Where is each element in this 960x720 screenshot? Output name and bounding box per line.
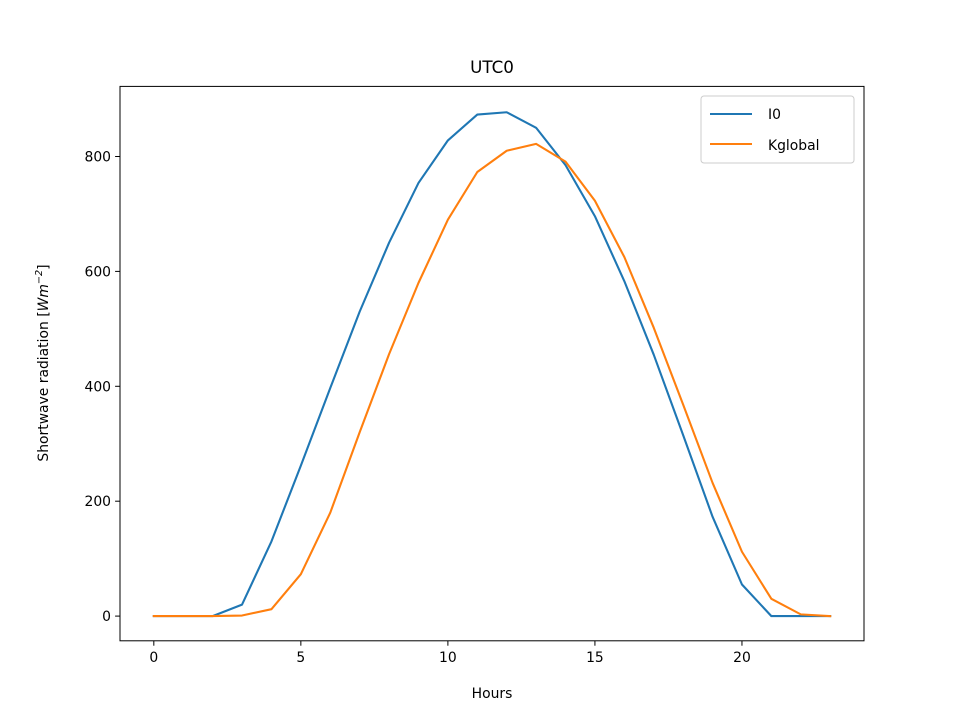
legend-label-kglobal: Kglobal xyxy=(768,138,819,154)
y-axis-label-text: Shortwave radiation [ xyxy=(36,311,52,461)
y-tick-label: 600 xyxy=(84,264,111,280)
series-line-i0 xyxy=(152,111,832,618)
y-tick-label: 200 xyxy=(84,494,111,510)
x-axis-ticks: 0 5 10 15 20 xyxy=(149,640,751,666)
y-tick-label: 800 xyxy=(84,149,111,165)
series-line-kglobal xyxy=(152,142,832,618)
x-tick-label: 15 xyxy=(586,650,604,666)
y-tick-label: 0 xyxy=(102,609,111,625)
y-axis-label-exponent: −2 xyxy=(34,270,45,284)
y-axis-label-math: Wm xyxy=(36,284,52,311)
legend: I0 Kglobal xyxy=(700,95,855,164)
legend-label-i0: I0 xyxy=(768,107,781,123)
x-tick-label: 0 xyxy=(149,650,158,666)
series-layer xyxy=(152,111,832,618)
x-tick-label: 5 xyxy=(296,650,305,666)
y-tick-label: 400 xyxy=(84,379,111,395)
y-axis-ticks: 0 200 400 600 800 xyxy=(84,149,120,625)
chart-title: UTC0 xyxy=(470,57,514,77)
y-axis-label: Shortwave radiation [Wm−2] xyxy=(34,264,52,461)
x-axis-label: Hours xyxy=(472,686,513,702)
x-tick-label: 20 xyxy=(733,650,751,666)
legend-box xyxy=(700,95,855,164)
plot-area xyxy=(119,85,865,642)
axes-frame xyxy=(119,85,865,642)
x-tick-label: 10 xyxy=(439,650,457,666)
y-axis-label-close: ] xyxy=(36,264,52,269)
